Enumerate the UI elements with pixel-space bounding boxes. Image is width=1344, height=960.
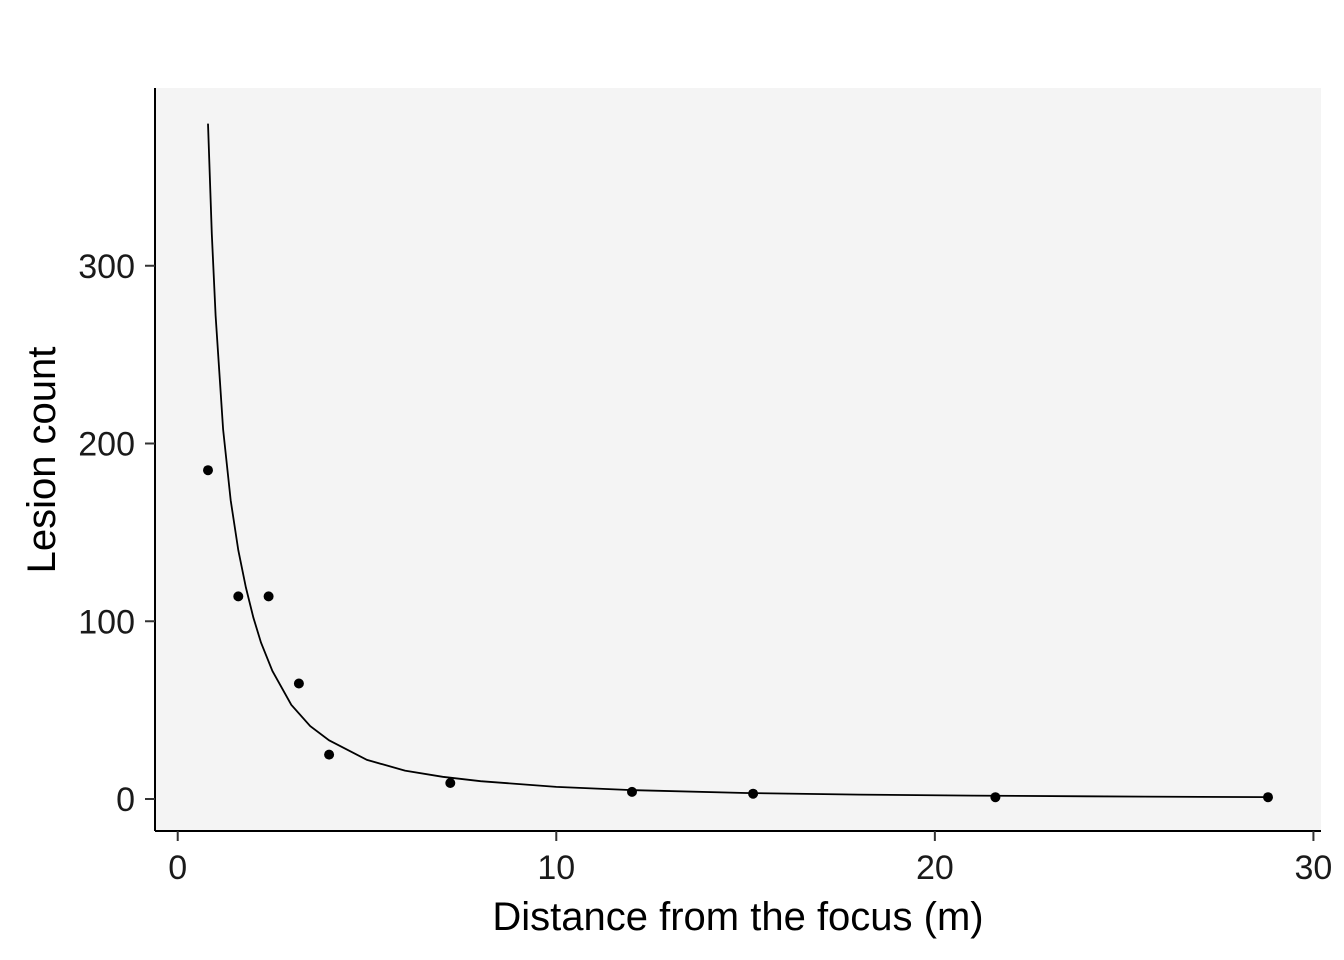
y-tick-label: 100 [78, 603, 135, 641]
y-tick-label: 300 [78, 248, 135, 286]
data-point [445, 778, 456, 788]
data-points-layer [203, 465, 1273, 803]
plot-panel [155, 88, 1321, 831]
data-point [627, 786, 637, 797]
data-point [263, 591, 274, 602]
y-tick-label: 200 [78, 426, 135, 464]
x-axis-title: Distance from the focus (m) [492, 895, 983, 939]
data-point [293, 678, 304, 689]
x-ticks-layer: 0 10 20 30 [168, 831, 1332, 887]
fit-curve-layer [207, 123, 1269, 798]
x-tick-label: 0 [168, 849, 187, 887]
y-axis-title: Lesion count [20, 347, 64, 574]
x-tick-label: 20 [916, 849, 954, 887]
data-point [748, 788, 759, 799]
x-tick-label: 10 [537, 849, 575, 887]
y-ticks-layer: 0 100 200 300 [78, 248, 155, 819]
y-tick-label: 0 [116, 781, 135, 819]
data-point [990, 792, 1001, 803]
data-point [233, 591, 244, 602]
data-point [324, 749, 335, 760]
fit-curve [207, 123, 1269, 798]
data-point [203, 465, 213, 476]
data-point [1263, 792, 1273, 803]
x-tick-label: 30 [1295, 849, 1333, 887]
